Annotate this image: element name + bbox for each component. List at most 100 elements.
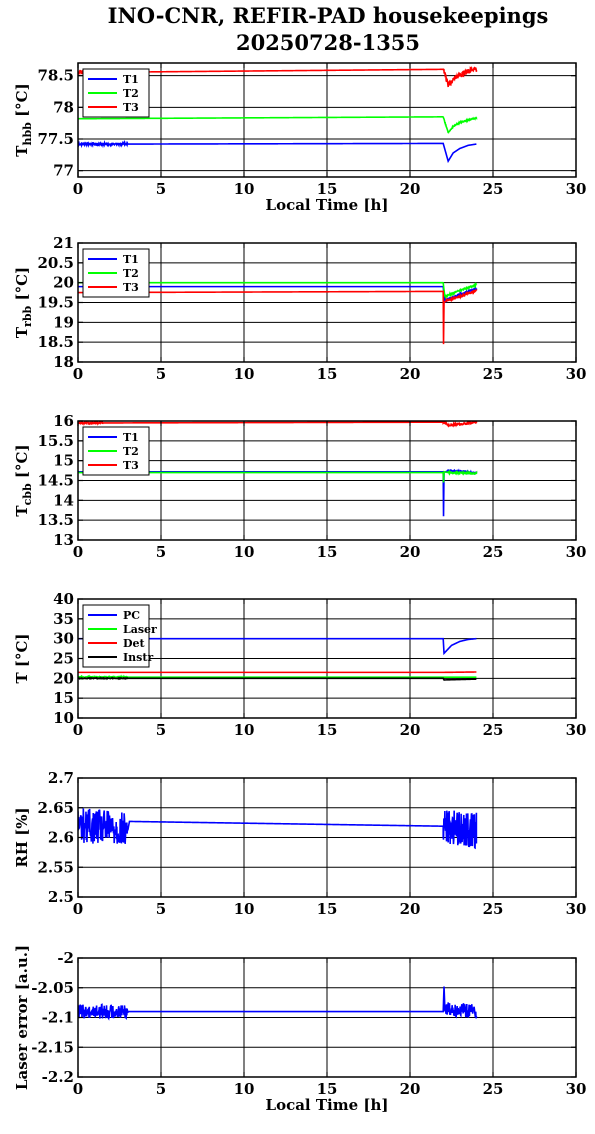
panel-6: 0 5 10 15 20 25 30 -2.2 -2.15 -2.1 -2.05 -2 Local Ti… [13, 945, 586, 1114]
x-axis-label: Local Time [h] [266, 196, 389, 214]
x-tick-label: 5 [156, 180, 166, 198]
x-tick-label: 20 [400, 543, 421, 561]
x-tick-label: 25 [483, 365, 504, 383]
x-tick-label: 5 [156, 900, 166, 918]
figure-title-line2: 20250728-1355 [236, 30, 420, 55]
series-line-data [78, 808, 478, 850]
y-tick-label: 25 [53, 650, 74, 668]
legend-label: Det [123, 637, 146, 650]
series-line-t1 [78, 468, 478, 517]
x-tick-label: 5 [156, 365, 166, 383]
x-tick-label: 0 [73, 365, 83, 383]
y-axis-label: Laser error [a.u.] [13, 945, 31, 1090]
y-axis-label: Tcbb [°C] [13, 444, 34, 516]
x-tick-label: 0 [73, 543, 83, 561]
x-tick-label: 5 [156, 721, 166, 739]
x-tick-label: 0 [73, 721, 83, 739]
y-axis-label: Thbb [°C] [13, 83, 34, 156]
series-line-laser [78, 674, 477, 681]
y-tick-label: 16 [53, 412, 74, 430]
x-tick-label: 5 [156, 1080, 166, 1098]
legend-label: T1 [123, 73, 139, 86]
x-tick-label: 25 [483, 543, 504, 561]
x-tick-label: 30 [566, 180, 587, 198]
y-tick-label: 77 [53, 162, 74, 180]
x-tick-label: 25 [483, 721, 504, 739]
x-tick-label: 25 [483, 900, 504, 918]
y-tick-label: 14.5 [37, 472, 74, 490]
y-tick-label: 2.5 [48, 888, 74, 906]
x-tick-label: 15 [317, 365, 338, 383]
x-tick-label: 0 [73, 900, 83, 918]
y-tick-label: 18.5 [37, 333, 74, 351]
x-tick-label: 30 [566, 900, 587, 918]
y-tick-label: 19.5 [37, 294, 74, 312]
y-tick-label: -2.05 [31, 979, 74, 997]
x-tick-label: 0 [73, 1080, 83, 1098]
legend-label: PC [123, 609, 140, 622]
legend-label: T1 [123, 253, 139, 266]
x-tick-label: 20 [400, 721, 421, 739]
y-tick-label: 78 [53, 98, 74, 116]
legend-label: T2 [123, 445, 139, 458]
series-line-data [78, 986, 478, 1021]
x-tick-label: 0 [73, 180, 83, 198]
legend-label: Instr [123, 651, 153, 664]
x-tick-label: 10 [234, 365, 255, 383]
y-tick-label: 2.7 [48, 769, 74, 787]
y-tick-label: 13 [53, 531, 74, 549]
x-tick-label: 10 [234, 721, 255, 739]
y-tick-label: 18 [53, 353, 74, 371]
y-tick-label: 14 [53, 491, 74, 509]
y-tick-label: 15.5 [37, 432, 74, 450]
legend-label: T2 [123, 87, 139, 100]
y-tick-label: 20.5 [37, 254, 74, 272]
y-tick-label: 20 [53, 669, 74, 687]
x-tick-label: 20 [400, 180, 421, 198]
y-tick-label: 15 [53, 452, 74, 470]
x-tick-label: 15 [317, 721, 338, 739]
y-axis-label: RH [%] [13, 807, 31, 867]
x-tick-label: 15 [317, 1080, 338, 1098]
y-tick-label: 20 [53, 274, 74, 292]
x-tick-label: 20 [400, 1080, 421, 1098]
y-tick-label: -2 [57, 949, 74, 967]
series-line-t1 [78, 139, 477, 164]
series-line-instr [78, 676, 477, 681]
y-tick-label: 2.55 [37, 858, 74, 876]
y-tick-label: 78.5 [37, 67, 74, 85]
x-tick-label: 20 [400, 900, 421, 918]
x-tick-label: 15 [317, 180, 338, 198]
x-tick-label: 10 [234, 180, 255, 198]
x-tick-label: 15 [317, 900, 338, 918]
y-axis-label: Trbb [°C] [13, 267, 34, 338]
series-line-t3 [78, 421, 478, 428]
x-tick-label: 5 [156, 543, 166, 561]
y-tick-label: 19 [53, 313, 74, 331]
panel-1: 0 5 10 15 20 25 30 77 77.5 78 78.5 Local Time [h] Th… [13, 62, 587, 214]
y-tick-label: 2.6 [48, 829, 74, 847]
x-tick-label: 30 [566, 543, 587, 561]
panel-5: 0 5 10 15 20 25 30 2.5 2.55 2.6 2.65 2.7 RH [%] [13, 769, 586, 918]
legend-label: T3 [123, 101, 139, 114]
y-tick-label: 40 [53, 590, 74, 608]
x-tick-label: 10 [234, 900, 255, 918]
series-line-t3 [78, 288, 478, 345]
x-tick-label: 30 [566, 721, 587, 739]
x-tick-label: 30 [566, 1080, 587, 1098]
y-tick-label: 15 [53, 689, 74, 707]
y-tick-label: -2.15 [31, 1038, 74, 1056]
y-tick-label: 77.5 [37, 130, 74, 148]
x-tick-label: 10 [234, 1080, 255, 1098]
y-tick-label: 30 [53, 630, 74, 648]
y-tick-label: 2.65 [37, 799, 74, 817]
figure-title-line1: INO-CNR, REFIR-PAD housekeepings [108, 3, 549, 28]
x-tick-label: 10 [234, 543, 255, 561]
legend-label: T1 [123, 431, 139, 444]
y-tick-label: 10 [53, 709, 74, 727]
legend-label: Laser [123, 623, 157, 636]
y-tick-label: 21 [53, 234, 74, 252]
